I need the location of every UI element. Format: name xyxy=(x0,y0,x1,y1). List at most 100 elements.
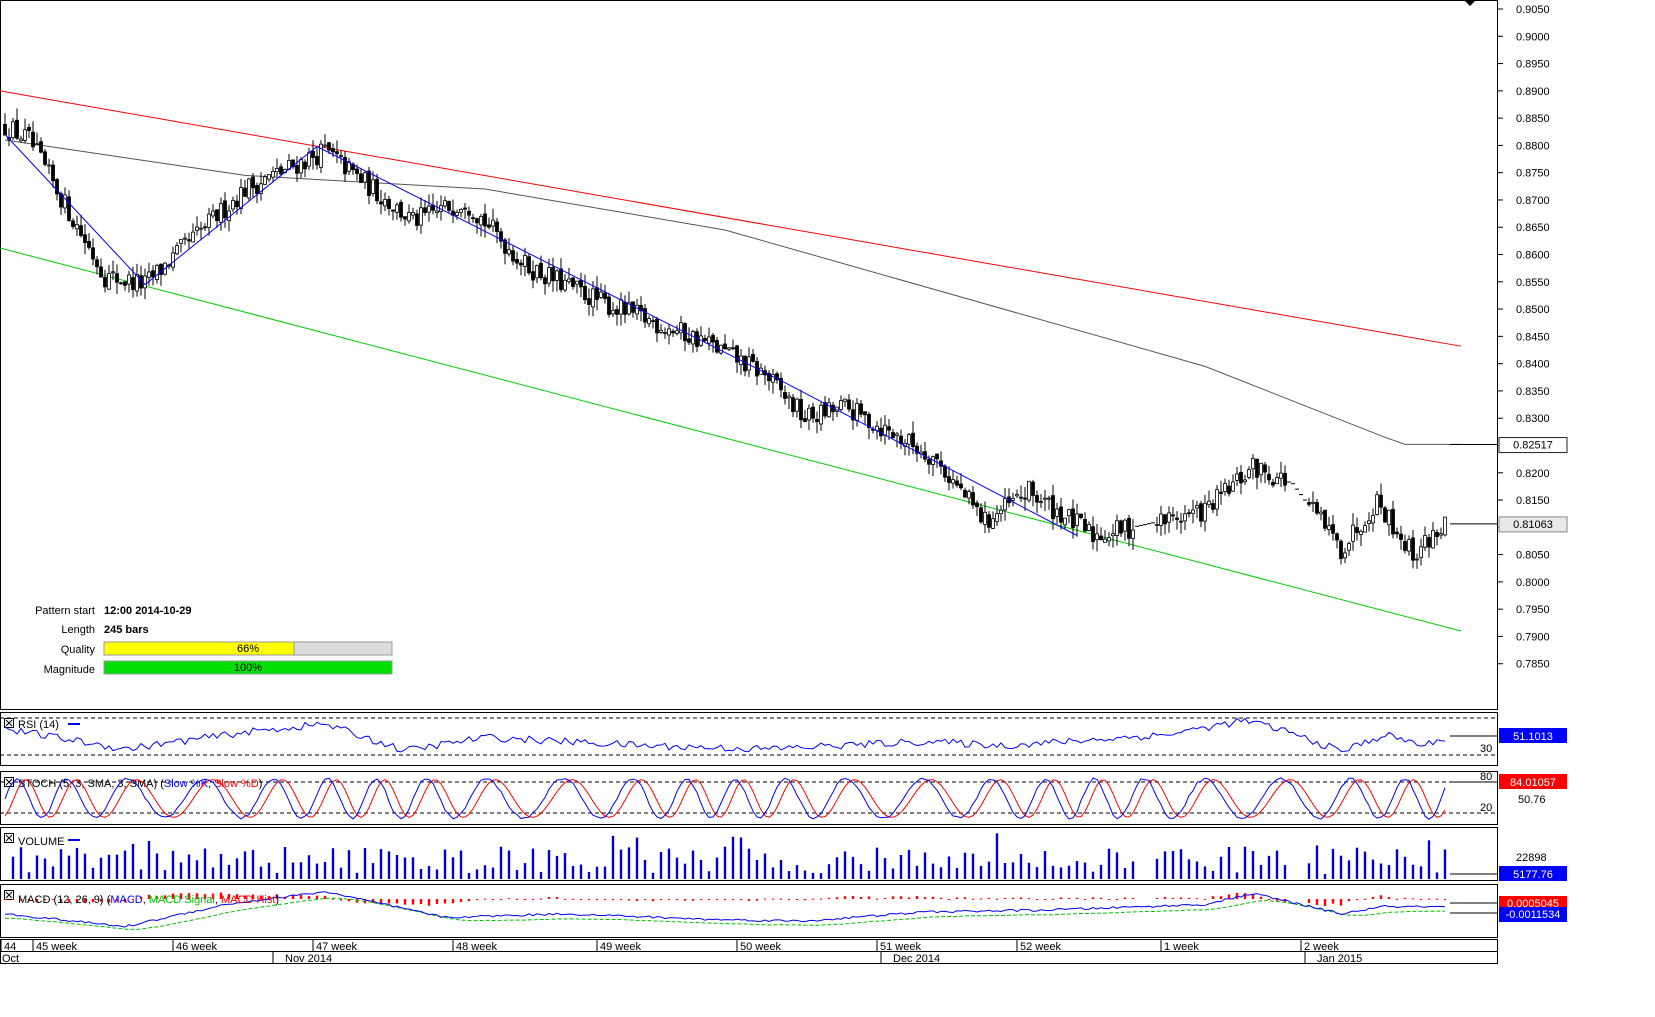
macd-hist-bar xyxy=(811,898,815,900)
macd-hist-bar xyxy=(1011,897,1015,900)
candle-up xyxy=(635,304,639,315)
macd-hist-bar xyxy=(587,899,591,901)
candle-down xyxy=(255,185,259,194)
candle-down xyxy=(95,259,99,268)
candle-up xyxy=(1247,469,1251,478)
volume-bar xyxy=(771,867,775,879)
candle-down xyxy=(99,266,103,278)
candle-up xyxy=(1419,546,1423,559)
macd-hist-bar xyxy=(507,898,511,900)
candle-up xyxy=(1279,472,1283,479)
volume-bar xyxy=(1403,856,1407,879)
macd-hist-bar xyxy=(907,897,911,900)
candle-down xyxy=(1083,519,1087,532)
macd-hist-bar xyxy=(595,899,599,901)
volume-close-icon[interactable] xyxy=(4,833,14,843)
volume-bar xyxy=(1363,851,1367,879)
scroll-marker-icon[interactable] xyxy=(1464,0,1476,6)
stoch-legend-k: Slow %K xyxy=(164,778,209,790)
candle-down xyxy=(463,207,467,210)
macd-hist-bar xyxy=(1371,896,1375,900)
volume-panel: VOLUME 22898 5177.76 xyxy=(0,827,1567,881)
candle-up xyxy=(143,275,147,289)
candle-down xyxy=(971,492,975,506)
y-tick-label: 0.7850 xyxy=(1516,659,1550,671)
volume-bar xyxy=(379,849,383,879)
volume-bar xyxy=(243,851,247,879)
macd-hist-bar xyxy=(251,894,255,900)
macd-hist-bar xyxy=(1131,897,1135,900)
macd-hist-bar xyxy=(851,895,855,900)
candle-down xyxy=(1283,472,1287,486)
candle-down xyxy=(935,453,939,460)
candle-down xyxy=(815,419,819,422)
volume-bar xyxy=(867,870,871,879)
macd-hist-bar xyxy=(267,896,271,900)
macd-hist-bar xyxy=(659,899,663,901)
candle-up xyxy=(619,299,623,315)
stoch-level-80: 80 xyxy=(1480,771,1492,783)
candle-up xyxy=(1207,500,1211,506)
candle-up xyxy=(239,187,243,209)
support-line xyxy=(0,247,1462,632)
candle-up xyxy=(991,518,995,529)
stoch-slow-k-line xyxy=(4,777,1446,820)
candle-up xyxy=(983,511,987,525)
macd-hist-bar xyxy=(107,899,111,903)
macd-hist-bar xyxy=(683,899,687,901)
candle-down xyxy=(687,338,691,343)
y-tick-label: 0.9000 xyxy=(1516,31,1550,43)
candle-up xyxy=(155,265,159,280)
macd-hist-bar xyxy=(987,897,991,900)
volume-bar xyxy=(19,847,23,879)
candle-down xyxy=(851,409,855,421)
candle-up xyxy=(231,200,235,210)
macd-hist-bar xyxy=(99,899,103,902)
volume-bar xyxy=(475,869,479,879)
macd-hist-bar xyxy=(675,899,679,901)
volume-bar xyxy=(547,850,551,879)
macd-hist-bar xyxy=(1203,898,1207,900)
candle-down xyxy=(243,187,247,197)
macd-hist-bar xyxy=(331,898,335,900)
stoch-close-icon[interactable] xyxy=(4,777,14,787)
volume-bar xyxy=(579,864,583,879)
volume-bar xyxy=(843,851,847,879)
volume-bar xyxy=(787,871,791,879)
volume-bar xyxy=(907,849,911,879)
macd-hist-bar xyxy=(1387,897,1391,900)
macd-close-icon[interactable] xyxy=(4,890,14,900)
candle-up xyxy=(1043,497,1047,500)
candle-up xyxy=(807,407,811,421)
candle-up xyxy=(1203,502,1207,522)
macd-hist-bar xyxy=(947,899,951,901)
macd-hist-bar xyxy=(555,897,559,900)
candle-up xyxy=(347,161,351,172)
candle-up xyxy=(1067,509,1071,517)
pattern-start-value: 12:00 2014-10-29 xyxy=(104,605,191,617)
candle-down xyxy=(203,226,207,229)
volume-bar xyxy=(499,846,503,879)
candle-down xyxy=(1239,471,1243,484)
candle-up xyxy=(323,144,327,147)
macd-hist-bar xyxy=(59,899,63,903)
volume-bar xyxy=(1011,862,1015,879)
candle-up xyxy=(35,143,39,146)
macd-hist-bar xyxy=(859,897,863,900)
volume-bar xyxy=(1075,861,1079,879)
macd-hist-bar xyxy=(91,899,95,903)
macd-hist-bar xyxy=(1275,899,1279,901)
candle-up xyxy=(411,212,415,216)
volume-bar xyxy=(75,847,79,879)
macd-hist-bar xyxy=(1171,897,1175,900)
candle-up xyxy=(191,231,195,243)
macd-hist-bar xyxy=(603,899,607,901)
candle-down xyxy=(415,213,419,226)
macd-hist-bar xyxy=(707,899,711,901)
volume-bar xyxy=(515,870,519,879)
rsi-close-icon[interactable] xyxy=(4,718,14,728)
macd-hist-bar xyxy=(1443,899,1447,901)
volume-bar xyxy=(195,860,199,879)
candle-down xyxy=(1099,535,1103,541)
volume-bar xyxy=(179,862,183,879)
